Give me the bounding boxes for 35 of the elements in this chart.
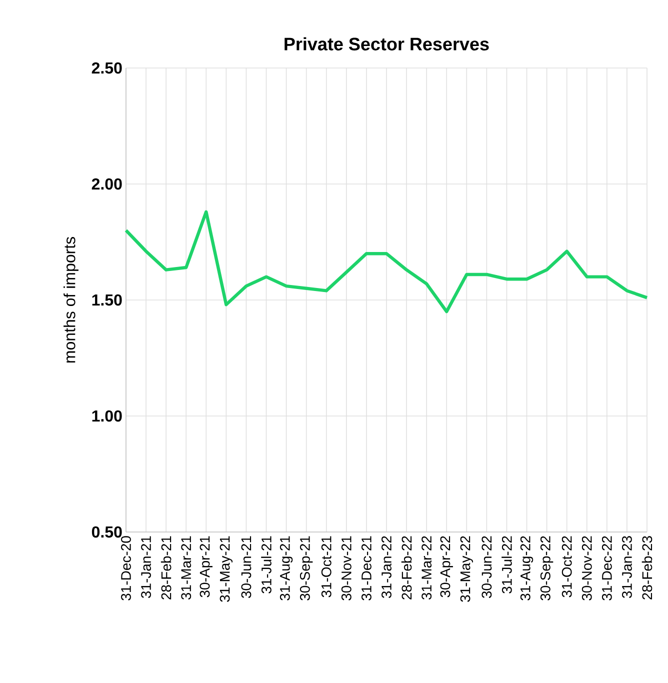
y-tick-label: 2.50 [92, 62, 122, 74]
x-tick-label: 31-Mar-22 [422, 536, 432, 600]
x-tick-label: 30-Jun-22 [482, 536, 492, 598]
x-tick-label: 30-Nov-21 [341, 536, 352, 600]
y-tick-label: 1.50 [92, 294, 122, 306]
x-tick-label: 28-Feb-23 [642, 536, 652, 600]
x-tick-label: 30-Nov-22 [582, 536, 592, 600]
x-tick-label: 30-Apr-21 [200, 536, 212, 598]
x-tick-label: 31-Dec-20 [121, 536, 131, 600]
x-tick-label: 31-Jan-23 [622, 536, 632, 598]
x-tick-label: 31-May-21 [220, 536, 233, 602]
x-tick-label: 31-Jan-22 [382, 536, 392, 598]
y-axis-title: months of imports [64, 237, 78, 363]
x-tick-label: 31-Mar-21 [181, 536, 192, 600]
x-tick-label: 31-Oct-21 [321, 536, 332, 598]
y-tick-label: 2.00 [92, 178, 122, 190]
x-tick-label: 30-Sep-22 [540, 536, 554, 600]
x-tick-label: 31-Oct-22 [562, 536, 572, 598]
x-tick-label: 30-Apr-22 [440, 536, 453, 598]
line-series [124, 210, 649, 314]
x-tick-label: 31-Aug-22 [520, 536, 534, 600]
x-tick-label: 31-Aug-21 [280, 536, 293, 600]
x-tick-label: 31-Jul-22 [502, 536, 512, 594]
x-tick-label: 31-Dec-21 [361, 536, 372, 600]
chart-title: Private Sector Reserves [284, 37, 489, 50]
y-tick-label: 1.00 [92, 410, 122, 422]
y-tick-label: 0.50 [92, 526, 122, 538]
x-tick-label: 31-Dec-22 [602, 536, 612, 600]
x-tick-label: 30-Jun-21 [241, 536, 252, 598]
x-tick-label: 28-Feb-21 [160, 536, 172, 600]
x-tick-label: 31-May-22 [460, 536, 473, 602]
x-tick-label: 30-Sep-21 [300, 536, 313, 600]
x-tick-label: 31-Jan-21 [141, 536, 151, 598]
x-tick-label: 28-Feb-22 [401, 536, 412, 600]
x-tick-label: 31-Jul-21 [261, 536, 272, 594]
